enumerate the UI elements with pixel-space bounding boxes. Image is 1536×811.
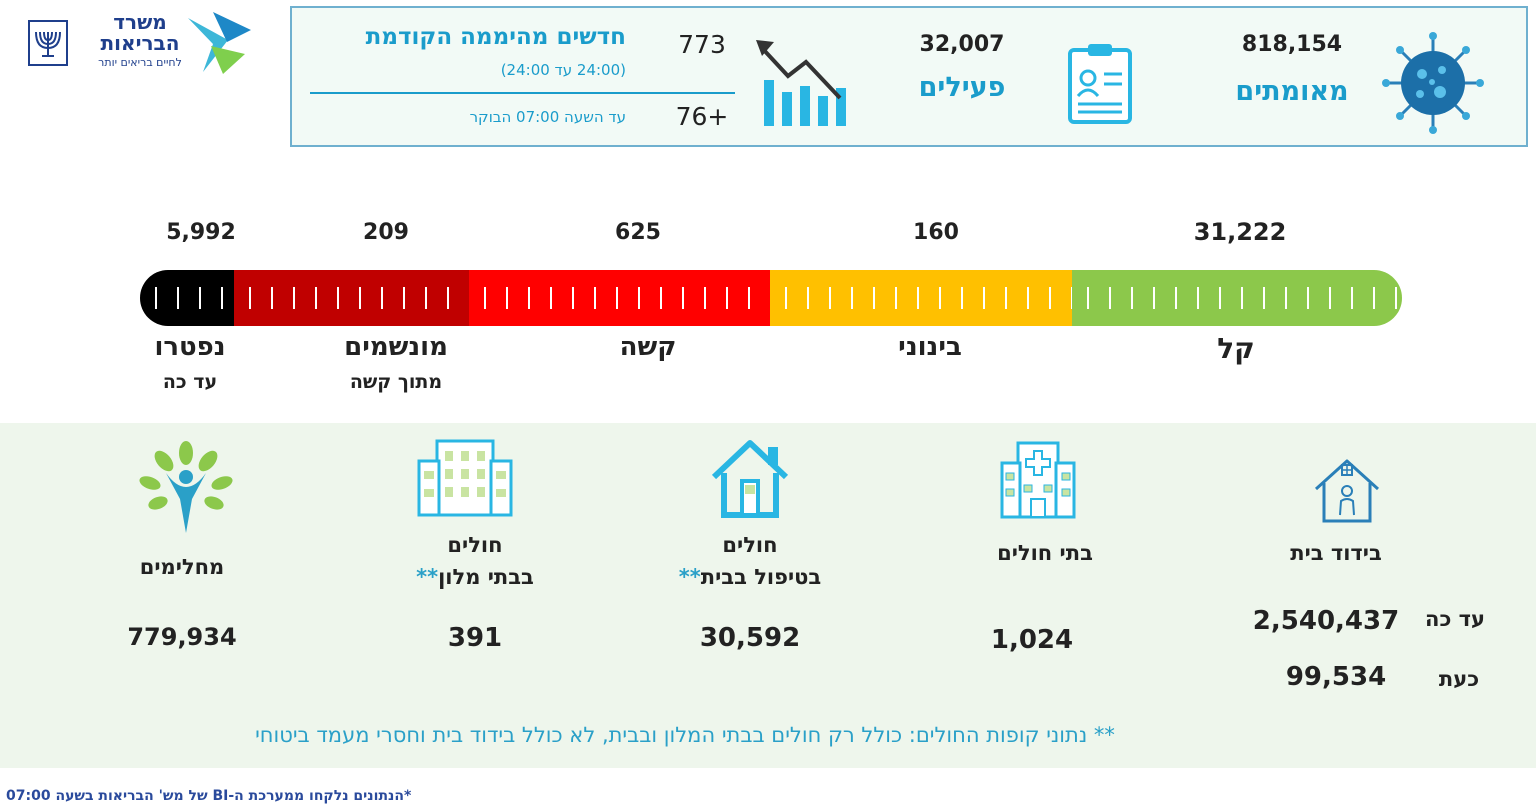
tree-person-icon [139, 441, 233, 533]
hotel-building-icon [417, 439, 513, 517]
recovered-label: מחלימים [139, 555, 225, 579]
ministry-slogan: לחיים בריאים יותר [98, 56, 182, 69]
home-isolation-now-label: כעת [1438, 667, 1480, 691]
severity-value-dead: 5,992 [166, 220, 236, 245]
hotels-value: 391 [447, 623, 503, 653]
hotels-stars: ** [416, 565, 439, 589]
severity-segment-dead [140, 270, 234, 326]
home-care-label-line2: בטיפול בבית [700, 565, 822, 589]
hospitals-value: 1,024 [990, 625, 1074, 655]
severity-sublabel-ventilated: מתוך קשה [349, 371, 443, 393]
menorah-emblem-icon [28, 20, 68, 66]
home-isolation-so-far-value: 2,540,437 [1252, 606, 1400, 636]
summary-box: חדשים מהיממה הקודמת (24:00 עד 24:00) עד … [290, 6, 1528, 147]
new-cases-value: 773 [678, 30, 726, 59]
active-value: 32,007 [919, 32, 1005, 57]
ministry-name-line1: משרד [113, 10, 167, 34]
new-cases-subtitle: (24:00 עד 24:00) [500, 61, 626, 79]
hospitals-label: בתי חולים [997, 541, 1093, 565]
kupot-footnote: ** נתוני קופות החולים: כולל רק חולים בבת… [255, 723, 1115, 747]
home-care-label-line1: חולים [722, 533, 778, 557]
home-isolation-label: בידוד בית [1290, 541, 1382, 565]
severity-sublabel-dead: עד כה [162, 371, 218, 393]
home-isolation-now-value: 99,534 [1285, 662, 1387, 692]
confirmed-value: 818,154 [1241, 32, 1343, 57]
severity-value-moderate: 160 [913, 220, 959, 245]
hotels-label-line2-wrap: בבתי מלון** [355, 563, 595, 591]
home-care-label-line2-wrap: בטיפול בבית** [630, 563, 870, 591]
house-person-icon [1314, 459, 1380, 523]
severity-label-dead: נפטרו [154, 332, 226, 362]
severity-value-severe: 625 [615, 220, 661, 245]
severity-value-ventilated: 209 [363, 220, 409, 245]
virus-icon [1382, 32, 1484, 134]
trend-chart-icon [756, 40, 846, 126]
new-cases-since-value: 76+ [675, 102, 729, 131]
new-cases-title: חדשים מהיממה הקודמת [365, 24, 626, 50]
severity-label-moderate: בינוני [898, 332, 962, 362]
new-cases-divider [310, 92, 735, 94]
severity-value-mild: 31,222 [1193, 218, 1287, 246]
home-care-stars: ** [678, 565, 701, 589]
house-icon [711, 440, 789, 518]
severity-bar [140, 270, 1402, 326]
hotels-label-line2: בבתי מלון [438, 565, 534, 589]
hotels-label-line1: חולים [447, 533, 503, 557]
severity-segment-moderate [770, 270, 1072, 326]
severity-label-mild: קל [1217, 332, 1255, 365]
source-footnote: *הנתונים נלקחו ממערכת ה-BI של מש' הבריאו… [6, 788, 412, 804]
severity-segment-ventilated [234, 270, 469, 326]
severity-segment-mild [1072, 270, 1402, 326]
hospital-icon [1000, 441, 1076, 519]
ministry-logo: משרד הבריאות לחיים בריאים יותר [28, 10, 253, 80]
severity-segment-severe [469, 270, 770, 326]
home-care-value: 30,592 [699, 623, 801, 653]
home-isolation-so-far-label: עד כה [1425, 607, 1485, 631]
severity-label-ventilated: מונשמים [344, 332, 448, 362]
categories-panel: מחלימים 779,934 חולים בבתי מלון** 391 חו… [0, 423, 1536, 768]
ministry-name-line2: הבריאות [100, 31, 180, 55]
confirmed-label: מאומתים [1235, 76, 1349, 107]
ministry-wave-logo-icon [188, 12, 251, 74]
recovered-value: 779,934 [127, 623, 237, 651]
clipboard-icon [1068, 44, 1132, 124]
active-label: פעילים [918, 72, 1006, 103]
new-cases-since-label: עד השעה 07:00 הבוקר [469, 108, 626, 126]
severity-label-severe: קשה [619, 332, 677, 362]
